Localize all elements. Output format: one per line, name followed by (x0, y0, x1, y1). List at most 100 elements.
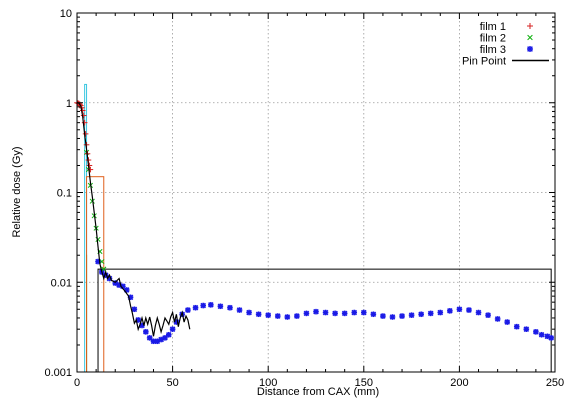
marker-stroke (513, 323, 520, 330)
marker-stroke (131, 306, 138, 313)
data-point-film-3 (408, 312, 415, 318)
data-point-film-3 (418, 311, 424, 318)
data-point-film-3 (313, 308, 319, 315)
data-point-film-3 (200, 302, 206, 309)
x-tick-label: 0 (74, 377, 80, 389)
data-point-film-3 (265, 312, 272, 318)
data-point-film-3 (399, 313, 405, 319)
data-point-film-3 (351, 309, 358, 316)
x-axis-label: Distance from CAX (mm) (257, 386, 379, 398)
data-point-film-3 (513, 323, 520, 330)
data-point-film-3 (380, 313, 386, 319)
x-tick-label: 250 (546, 377, 564, 389)
marker-stroke (437, 309, 444, 316)
marker-stroke (494, 316, 501, 322)
data-point-film-3 (533, 329, 539, 335)
data-point-film-3 (236, 307, 243, 313)
data-point-film-3 (370, 311, 377, 318)
marker-stroke (504, 319, 511, 325)
data-point-film-3 (165, 331, 172, 338)
legend-label: film 1 (480, 21, 506, 33)
marker-stroke (169, 326, 176, 332)
marker-stroke (380, 313, 386, 319)
data-point-film-3 (360, 309, 367, 316)
marker-stroke (274, 313, 281, 319)
marker-stroke (399, 313, 405, 319)
series-layer (74, 99, 554, 345)
data-point-film-2 (101, 266, 107, 272)
marker-stroke (120, 283, 126, 290)
data-point-film-3 (274, 313, 281, 319)
y-tick-label: 0.001 (44, 367, 72, 379)
marker-stroke (143, 329, 149, 335)
y-axis-label: Relative dose (Gy) (11, 146, 23, 237)
data-point-film-3 (456, 306, 463, 313)
marker-stroke (466, 307, 472, 313)
y-axis: 0.001 0.01 0.1 1 10 (44, 8, 555, 379)
legend-label: film 2 (480, 33, 506, 45)
marker-stroke (303, 310, 310, 317)
data-point-film-3 (294, 313, 300, 319)
data-point-film-3 (131, 306, 138, 313)
data-point-film-3 (475, 309, 482, 316)
data-point-film-3 (185, 307, 191, 313)
marker-stroke (294, 313, 300, 319)
marker-stroke (544, 333, 551, 340)
data-point-film-2 (95, 236, 101, 243)
marker-stroke (255, 311, 262, 318)
marker-stroke (185, 307, 191, 313)
data-point-film-3 (208, 302, 214, 308)
data-point-film-3 (322, 309, 329, 316)
y-tick-label: 10 (60, 8, 72, 20)
data-point-film-3 (504, 319, 511, 325)
data-point-film-3 (427, 310, 434, 317)
legend-label: film 3 (480, 44, 506, 56)
marker-stroke (341, 310, 348, 317)
legend-swatch-marker (527, 46, 533, 52)
x-tick-label: 50 (166, 377, 178, 389)
data-point-film-3 (466, 307, 472, 313)
data-point-film-3 (143, 329, 149, 335)
marker-stroke (246, 309, 252, 316)
marker-stroke (456, 306, 463, 313)
marker-stroke (408, 312, 415, 318)
marker-stroke (447, 308, 453, 314)
marker-stroke (106, 275, 113, 282)
marker-stroke (313, 308, 319, 315)
marker-stroke (322, 309, 329, 316)
marker-stroke (370, 311, 377, 318)
data-point-film-3 (217, 303, 224, 310)
data-point-film-3 (284, 314, 291, 320)
marker-stroke (548, 335, 554, 341)
marker-stroke (101, 266, 107, 272)
marker-stroke (351, 309, 358, 316)
data-point-film-3 (246, 309, 252, 316)
marker-stroke (146, 335, 153, 341)
marker-stroke (200, 302, 206, 309)
marker-stroke (475, 309, 482, 316)
data-point-film-3 (255, 311, 262, 318)
marker-stroke (227, 304, 233, 311)
legend-label: Pin Point (462, 56, 506, 68)
data-point-film-3 (538, 331, 545, 338)
data-point-film-1 (86, 162, 93, 169)
x-tick-label: 100 (259, 377, 277, 389)
data-point-film-3 (389, 314, 396, 320)
marker-stroke (265, 312, 272, 318)
data-point-film-3 (494, 316, 501, 322)
data-point-film-3 (341, 310, 348, 317)
data-point-film-1 (79, 107, 86, 114)
marker-stroke (360, 309, 367, 316)
data-point-film-1 (80, 112, 87, 119)
marker-stroke (284, 314, 291, 320)
marker-stroke (217, 303, 224, 310)
series-line-pin-point (76, 102, 191, 337)
data-point-film-3 (437, 309, 444, 316)
marker-stroke (427, 310, 434, 317)
marker-stroke (538, 331, 545, 338)
marker-stroke (485, 312, 491, 318)
x-tick-label: 200 (450, 377, 468, 389)
marker-stroke (165, 331, 172, 338)
